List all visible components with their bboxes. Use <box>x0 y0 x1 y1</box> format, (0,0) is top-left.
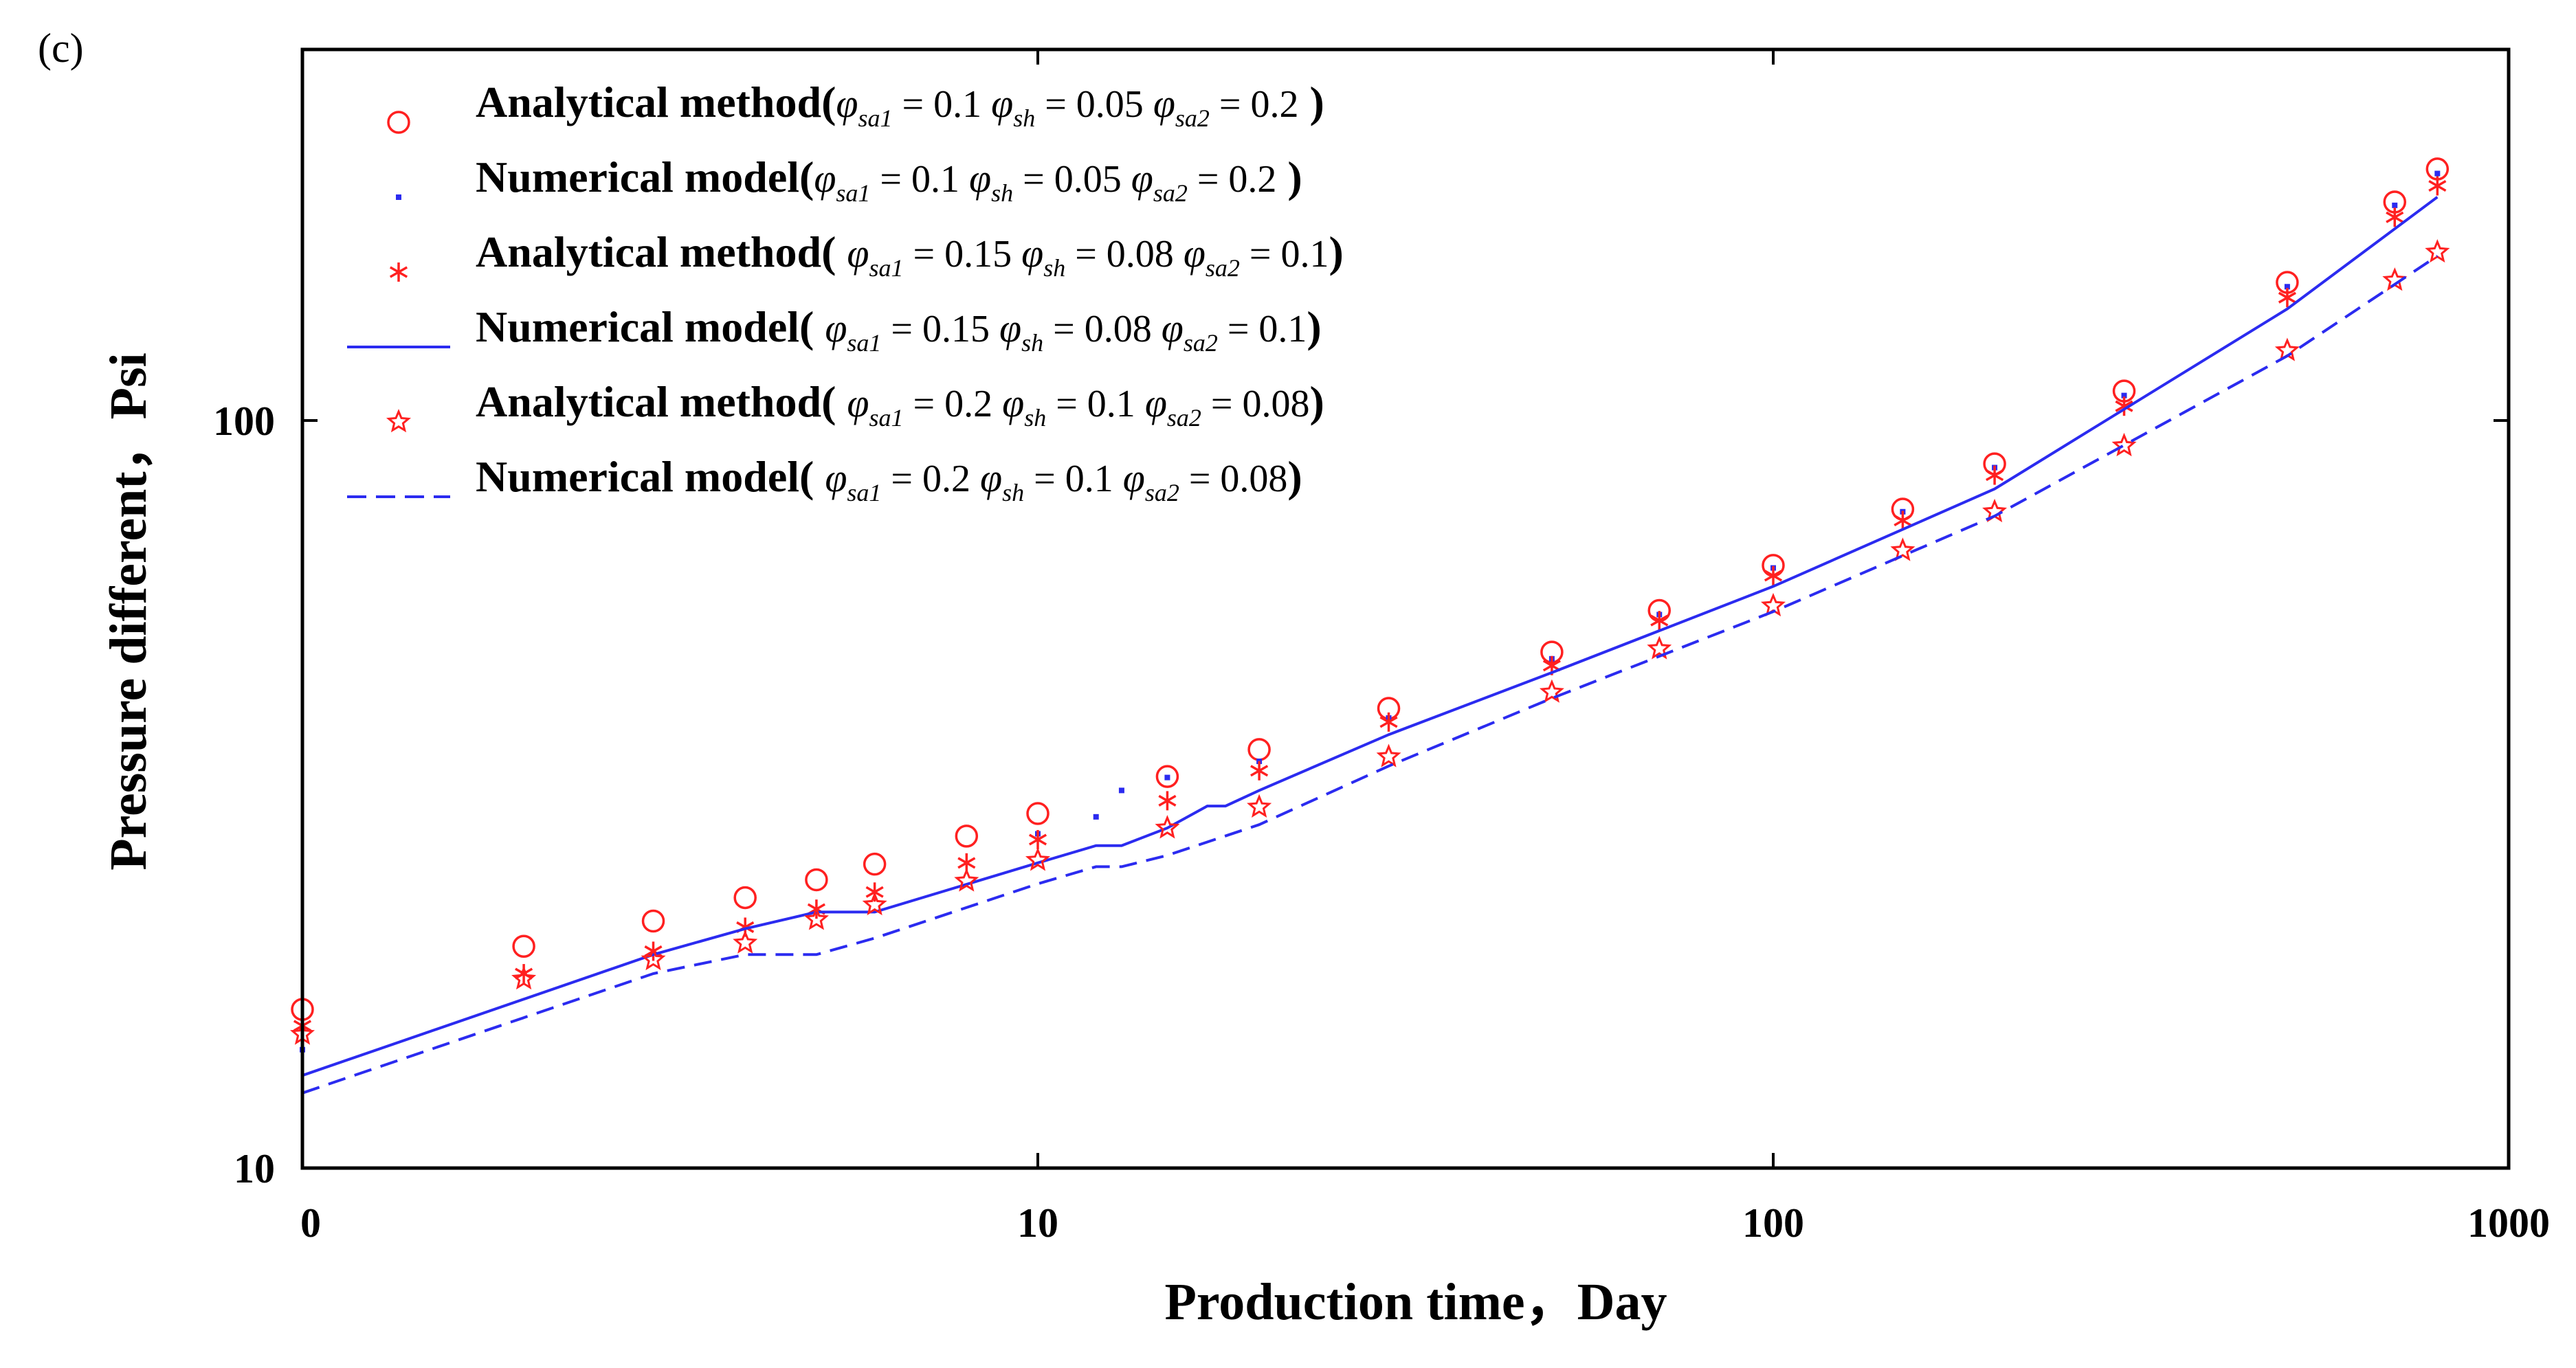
x-tick-label: 0 <box>300 1200 321 1246</box>
legend-item: Numerical model( φsa1 = 0.15 φsh = 0.08 … <box>347 302 1322 357</box>
series-3-point <box>1764 565 1783 585</box>
series-3-point <box>2386 208 2404 227</box>
series-layer <box>289 157 2450 1095</box>
legend-symbol <box>387 111 410 134</box>
series-3 <box>293 176 2447 1035</box>
series-1-point <box>1155 765 1179 788</box>
series-1-point <box>805 868 828 892</box>
panel-label: (c) <box>38 25 84 71</box>
series-5-point <box>1890 537 1916 561</box>
legend-label: Analytical method( φsa1 = 0.15 φsh = 0.0… <box>476 227 1344 282</box>
series-5-point <box>1155 815 1180 839</box>
legend-item: Numerical model( φsa1 = 0.2 φsh = 0.1 φs… <box>347 452 1302 506</box>
y-tick-label: 10 <box>234 1146 275 1191</box>
series-2-point <box>1118 787 1124 794</box>
series-2-point <box>1093 814 1099 820</box>
legend-label: Numerical model( φsa1 = 0.2 φsh = 0.1 φs… <box>476 452 1302 506</box>
series-5-point <box>954 868 979 892</box>
series-5-point <box>1376 743 1401 767</box>
series-5-point <box>862 891 887 916</box>
series-3-point <box>1379 712 1398 732</box>
legend-symbol <box>396 194 401 200</box>
series-3-point <box>2428 176 2447 196</box>
ticks-layer: 0 10 100 1000 10 100 <box>213 49 2550 1246</box>
series-1 <box>291 157 2450 1021</box>
series-1-point <box>863 852 887 876</box>
legend-item: Numerical model(φsa1 = 0.1 φsh = 0.05 φs… <box>396 153 1302 207</box>
series-4 <box>302 196 2439 1077</box>
series-5-point <box>1025 847 1051 871</box>
series-6-line <box>302 254 2439 1095</box>
legend-item: Analytical method(φsa1 = 0.1 φsh = 0.05 … <box>387 78 1324 134</box>
legend-symbol <box>386 409 412 433</box>
series-1-point <box>1026 802 1050 825</box>
series-1-point <box>641 909 665 933</box>
series-3-point <box>2278 288 2296 308</box>
x-axis-label: Production time，Day <box>1164 1273 1667 1331</box>
series-5-point <box>1247 794 1272 818</box>
series-4-line <box>302 196 2439 1077</box>
legend-label: Analytical method(φsa1 = 0.1 φsh = 0.05 … <box>476 78 1324 132</box>
series-3-point <box>1250 761 1269 781</box>
plot-frame <box>300 47 2511 1170</box>
series-2-point <box>2392 202 2398 208</box>
x-tick-label: 1000 <box>2467 1200 2550 1246</box>
legend: Analytical method(φsa1 = 0.1 φsh = 0.05 … <box>347 78 1344 506</box>
series-2-point <box>2434 170 2441 177</box>
series-5-point <box>733 930 758 954</box>
series-5-point <box>1539 679 1564 703</box>
series-5-point <box>511 966 537 990</box>
x-tick-label: 100 <box>1742 1200 1804 1246</box>
series-6 <box>302 254 2439 1095</box>
series-1-point <box>733 886 757 910</box>
series-2-point <box>1164 774 1170 781</box>
series-3-point <box>1650 611 1669 631</box>
series-2-point <box>2284 284 2290 290</box>
series-3-point <box>1028 830 1047 850</box>
series-5-point <box>1647 636 1672 660</box>
series-5-point <box>803 906 829 930</box>
y-axis-label: Pressure different，Psi <box>100 352 157 871</box>
legend-symbol <box>389 262 408 282</box>
series-5-point <box>641 946 666 971</box>
legend-item: Analytical method( φsa1 = 0.2 φsh = 0.1 … <box>386 377 1324 433</box>
series-3-point <box>1986 465 2004 485</box>
series-1-point <box>955 825 979 848</box>
series-3-point <box>1894 511 1912 530</box>
series-3-point <box>1158 791 1177 811</box>
y-tick-label: 100 <box>213 399 275 444</box>
legend-label: Numerical model( φsa1 = 0.15 φsh = 0.08 … <box>476 302 1322 357</box>
series-1-point <box>512 934 535 958</box>
legend-label: Analytical method( φsa1 = 0.2 φsh = 0.1 … <box>476 377 1324 431</box>
x-tick-label: 10 <box>1017 1200 1058 1246</box>
series-5-point <box>2111 432 2137 457</box>
legend-label: Numerical model(φsa1 = 0.1 φsh = 0.05 φs… <box>476 153 1302 207</box>
legend-item: Analytical method( φsa1 = 0.15 φsh = 0.0… <box>389 227 1344 282</box>
series-3-point <box>2115 396 2133 416</box>
series-2-point <box>2121 392 2127 399</box>
